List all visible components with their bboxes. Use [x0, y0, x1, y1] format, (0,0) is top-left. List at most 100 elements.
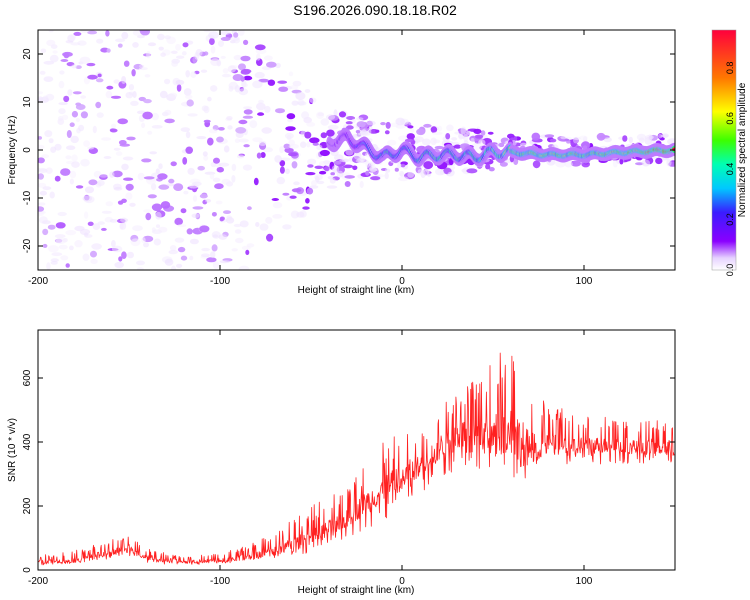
spectrogram-noise-blob: [531, 132, 541, 141]
spectrogram-noise-blob: [397, 162, 402, 169]
spectrogram-noise-blob: [259, 223, 269, 231]
spectrogram-noise-blob: [437, 125, 443, 132]
spectrogram-noise-blob: [365, 170, 370, 176]
spectrogram-noise-blob: [235, 237, 244, 244]
spectrogram-noise-blob: [578, 135, 588, 141]
spectrogram-noise-blob: [265, 216, 273, 224]
spectrogram-noise-blob: [291, 100, 299, 106]
spectrogram-noise-blob: [211, 244, 218, 252]
figure-title: S196.2026.090.18.18.R02: [293, 2, 457, 18]
spectrogram-noise-blob: [160, 201, 171, 209]
spectrogram-noise-blob: [231, 175, 236, 183]
spectrogram-noise-blob: [143, 242, 149, 248]
spectrogram-noise-blob: [407, 125, 414, 129]
x-tick-label: -200: [28, 276, 48, 287]
spectrogram-noise-blob: [207, 96, 212, 102]
spectrogram-noise-blob: [255, 222, 260, 227]
spectrogram-noise-blob: [263, 147, 273, 153]
spectrogram-noise-blob: [69, 170, 77, 179]
spectrogram-noise-blob: [58, 80, 65, 89]
x-tick-label: 100: [576, 276, 593, 287]
spectrogram-noise-blob: [636, 133, 647, 141]
spectrogram-noise-blob: [249, 120, 258, 129]
spectrogram-noise-blob: [207, 137, 214, 146]
spectrogram-noise-blob: [93, 170, 102, 178]
spectrogram-noise-blob: [342, 164, 353, 169]
spectrogram-noise-blob: [157, 173, 168, 180]
spectrogram-noise-blob: [164, 35, 171, 40]
spectrogram-noise-blob: [216, 136, 224, 143]
spectrogram-noise-blob: [243, 106, 253, 110]
spectrogram-noise-blob: [439, 170, 445, 175]
spectrogram-noise-blob: [227, 125, 233, 130]
spectrogram-noise-blob: [280, 157, 291, 161]
spectrogram-noise-blob: [151, 227, 156, 232]
spectrogram-noise-blob: [38, 91, 44, 95]
spectrogram-noise-blob: [430, 126, 438, 133]
colorbar-frame: [711, 29, 737, 271]
spectrogram-noise-blob: [105, 30, 110, 37]
spectrogram-noise-blob: [177, 224, 187, 228]
spectrogram-noise-blob: [240, 76, 245, 82]
spectrogram-noise-blob: [46, 39, 56, 47]
spectrogram-noise-blob: [75, 117, 80, 123]
spectrogram-noise-blob: [572, 136, 582, 140]
spectrogram-noise-blob: [69, 245, 74, 251]
spectrogram-noise-blob: [660, 134, 669, 138]
spectrogram-noise-blob: [185, 131, 191, 139]
spectrogram-noise-blob: [658, 133, 663, 139]
spectrogram-noise-blob: [221, 178, 231, 185]
spectrogram-noise-blob: [214, 183, 224, 190]
spectrogram-noise-blob: [635, 162, 644, 166]
spectrogram-noise-blob: [49, 54, 59, 63]
spectrogram-noise-blob: [173, 183, 184, 192]
spectrogram-noise-blob: [243, 39, 249, 46]
spectrogram-noise-blob: [182, 42, 189, 48]
spectrogram-noise-blob: [564, 160, 573, 168]
spectrogram-noise-blob: [242, 115, 254, 119]
spectrogram-noise-blob: [83, 140, 90, 148]
spectrogram-noise-blob: [258, 99, 264, 104]
spectrogram-noise-blob: [208, 31, 220, 39]
spectrogram-noise-blob: [305, 172, 316, 176]
spectrogram-noise-blob: [309, 185, 319, 189]
spectrogram-noise-blob: [622, 135, 628, 142]
spectrogram-noise-blob: [143, 99, 152, 104]
spectrogram-noise-blob: [155, 224, 161, 229]
spectrogram-noise-blob: [121, 31, 129, 40]
spectrogram-noise-blob: [125, 183, 134, 191]
spectrogram-noise-blob: [189, 255, 194, 261]
spectrogram-noise-blob: [356, 117, 364, 121]
spectrogram-noise-blob: [144, 74, 151, 78]
spectrogram-noise-blob: [110, 95, 122, 99]
spectrogram-noise-blob: [233, 54, 242, 61]
spectrogram-noise-blob: [96, 180, 105, 186]
spectrogram-noise-blob: [271, 198, 279, 201]
spectrogram-noise-blob: [312, 142, 319, 146]
spectrogram-noise-blob: [67, 34, 76, 42]
spectrogram-noise-blob: [286, 113, 296, 120]
spectrogram-noise-blob: [69, 122, 75, 127]
spectrogram-noise-blob: [356, 121, 366, 128]
spectrogram-noise-blob: [260, 152, 266, 158]
spectrogram-noise-blob: [329, 177, 336, 184]
spectrogram-noise-blob: [228, 85, 234, 92]
spectrogram-noise-blob: [344, 181, 351, 187]
spectrogram-noise-blob: [300, 130, 306, 137]
colorbar: 0.0 0.2 0.4 0.6 0.8 Normalized spectral ampl…: [711, 29, 748, 276]
spectrogram-noise-blob: [57, 211, 67, 217]
snr-panel: -200 -100 0 100 0 200 400 600 Height of straig…: [7, 329, 676, 596]
spectrogram-noise-blob: [52, 50, 58, 54]
spectrogram-noise-blob: [407, 171, 415, 178]
spectrogram-noise-blob: [279, 166, 285, 174]
spectrogram-noise-blob: [309, 97, 317, 104]
spectrogram-noise-blob: [385, 121, 391, 129]
spectrogram-noise-blob: [118, 256, 123, 262]
spectrogram-noise-blob: [130, 100, 139, 106]
spectrogram-noise-blob: [255, 53, 261, 61]
spectrogram-noise-blob: [210, 251, 216, 259]
spectrogram-noise-blob: [596, 132, 606, 141]
spectrogram-noise-blob: [80, 95, 87, 99]
spectrogram-noise-blob: [209, 172, 215, 180]
spectrogram-noise-blob: [220, 55, 226, 59]
